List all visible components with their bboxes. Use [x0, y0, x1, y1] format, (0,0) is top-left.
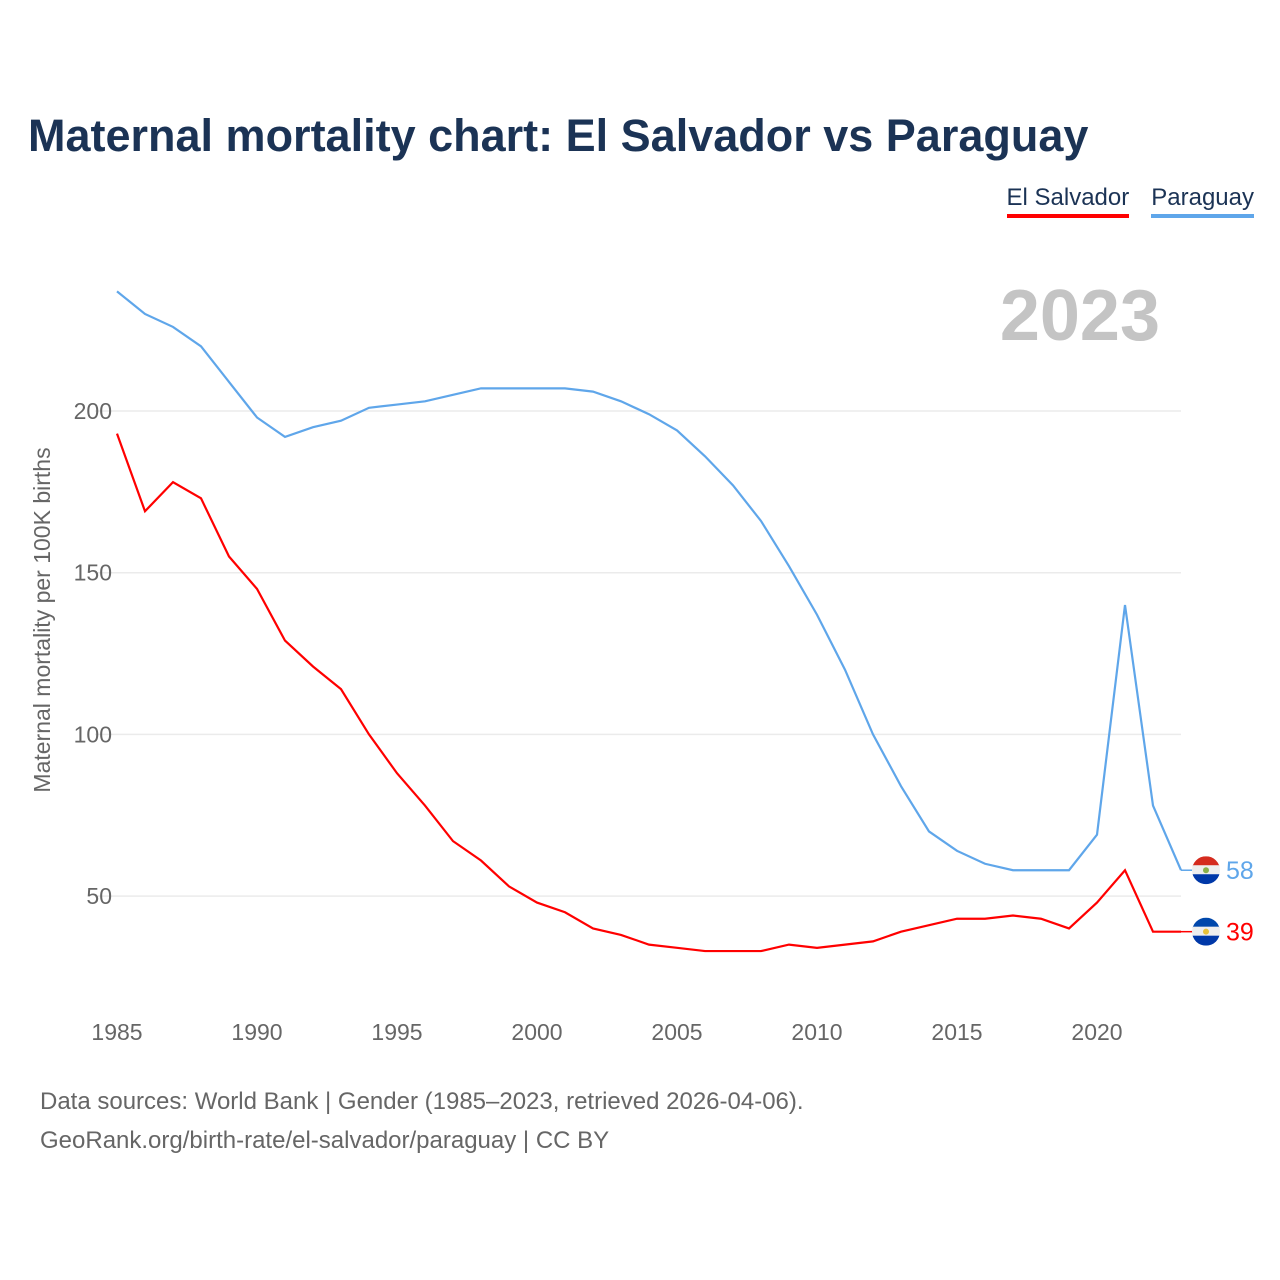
- y-tick-label: 200: [74, 398, 112, 424]
- legend: El Salvador Paraguay: [1006, 184, 1254, 218]
- series-line-el-salvador: [115, 433, 1181, 953]
- x-tick-label: 1990: [231, 1019, 282, 1045]
- flag-emblem: [1203, 928, 1209, 935]
- legend-item-paraguay[interactable]: Paraguay: [1151, 184, 1254, 218]
- x-tick-label: 2020: [1071, 1019, 1122, 1045]
- flag-emblem: [1203, 867, 1209, 874]
- y-tick-label: 100: [74, 721, 112, 747]
- source-note: Data sources: World Bank | Gender (1985–…: [40, 1088, 804, 1115]
- chart-title: Maternal mortality chart: El Salvador vs…: [28, 110, 1089, 161]
- x-tick-label: 1995: [371, 1019, 422, 1045]
- y-tick-label: 150: [74, 560, 112, 586]
- x-tick-label: 2000: [511, 1019, 562, 1045]
- x-tick-label: 1985: [91, 1019, 142, 1045]
- series-line-paraguay: [116, 290, 1183, 872]
- end-value-label: 58: [1226, 857, 1254, 885]
- y-tick-label: 50: [86, 883, 112, 909]
- end-value-label: 39: [1226, 919, 1254, 947]
- legend-item-el-salvador[interactable]: El Salvador: [1006, 184, 1130, 218]
- year-label: 2023: [1000, 276, 1160, 356]
- x-tick-label: 2010: [791, 1019, 842, 1045]
- x-tick-label: 2015: [931, 1019, 982, 1045]
- x-tick-label: 2005: [651, 1019, 702, 1045]
- source-link[interactable]: GeoRank.org/birth-rate/el-salvador/parag…: [40, 1127, 610, 1154]
- y-axis-label: Maternal mortality per 100K births: [29, 447, 55, 792]
